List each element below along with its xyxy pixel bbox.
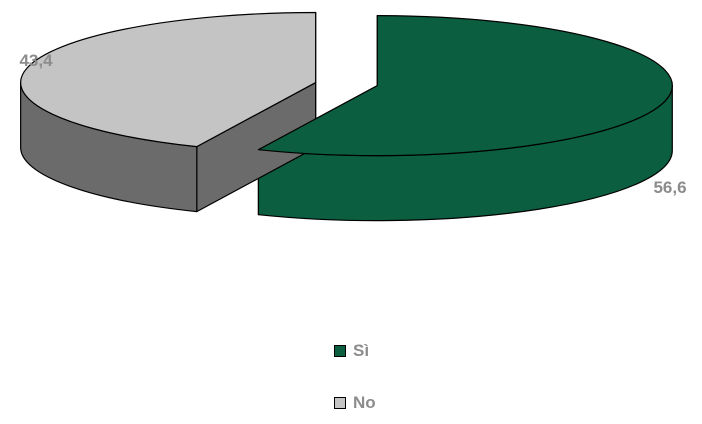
pie-slice-si	[257, 15, 673, 157]
legend-item-si: Sì	[334, 340, 474, 362]
data-label-no: 43,4	[19, 51, 53, 70]
pie-tops	[20, 11, 673, 157]
legend-swatch-si	[334, 345, 346, 357]
legend-swatch-no	[334, 397, 346, 409]
pie-labels: 56,6 43,4	[19, 51, 686, 197]
pie-slice-no	[20, 11, 317, 148]
legend: Sì No	[334, 340, 474, 424]
data-label-si: 56,6	[653, 178, 686, 197]
legend-label-si: Sì	[353, 341, 370, 360]
legend-label-no: No	[353, 393, 376, 412]
legend-item-no: No	[334, 392, 474, 414]
